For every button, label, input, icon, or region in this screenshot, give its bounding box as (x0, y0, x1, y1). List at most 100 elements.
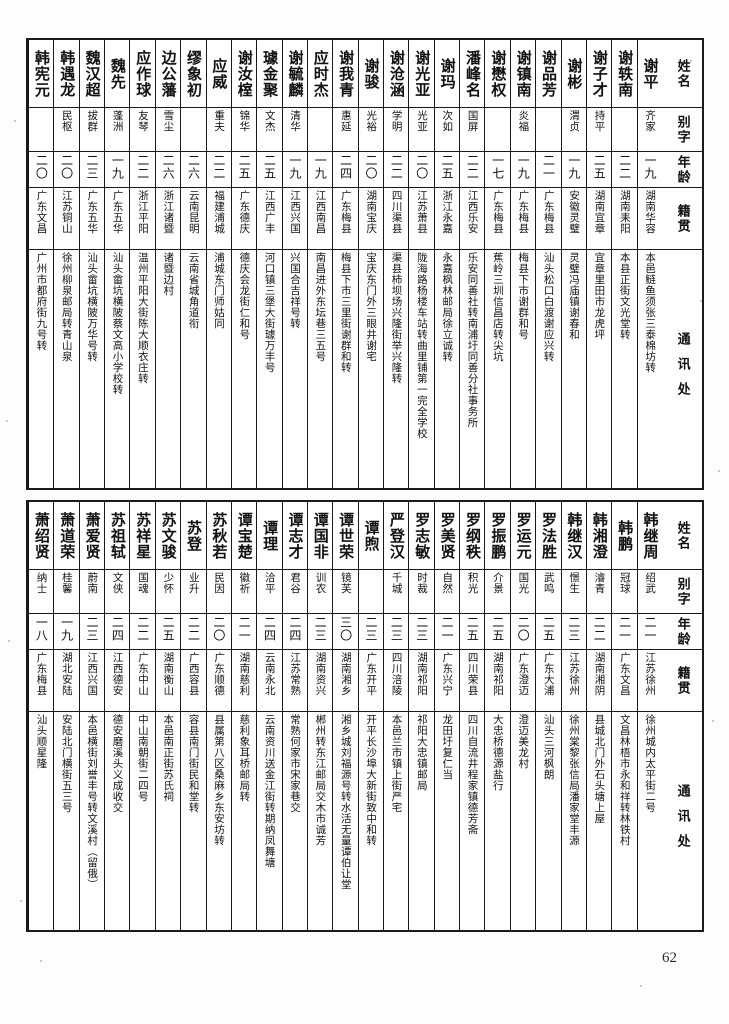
row-header-name-label: 姓名 (674, 521, 690, 551)
entry-name: 谢骏 (362, 58, 381, 90)
entry-address-cell: 汕头畲坑横陂万华号转 (80, 250, 104, 488)
entry-address-cell: 祁阳大忠镇邮局 (409, 712, 433, 930)
entry-address: 本邑兰市镇上街严宅 (390, 714, 403, 813)
entry-age-cell: 三〇 (333, 614, 358, 650)
entry-address: 永嘉枫林邮局徐立诚转 (441, 252, 454, 362)
entry-native-place: 江苏铜山 (60, 190, 73, 234)
entry-native-place-cell: 江西乐安 (460, 188, 485, 250)
entry-address: 德安磨溪头义成收交 (111, 714, 124, 813)
entry-address-cell: 常熟何家市宋家巷交 (283, 712, 307, 930)
entry-age: 一九 (642, 154, 657, 180)
entry-alias-cell: 洽平 (257, 570, 282, 614)
entry-name-cell: 韩湘澄 (586, 502, 612, 570)
row-header-name-label: 姓名 (674, 59, 690, 89)
entry-name-cell: 应威 (206, 40, 231, 108)
entry-age: 二四 (110, 616, 125, 642)
entry-alias-cell: 次如 (434, 108, 460, 152)
roster-entry-column: 边公藩 雪尘 二六 浙江诸暨 诸暨边村 (154, 40, 181, 488)
entry-native-place: 浙江诸暨 (162, 190, 175, 234)
entry-age: 一八 (34, 616, 49, 642)
roster-entry-column: 谢轶南 二二 湖南耒阳 本县正街文光堂转 (611, 40, 637, 488)
roster-entry-column: 罗法胜 武鸣 二五 广东大浦 汕头三河枫朗 (535, 502, 561, 930)
page-number: 62 (662, 950, 677, 966)
entry-native-place: 广东顺德 (213, 652, 226, 696)
entry-native-place: 广东文昌 (35, 190, 48, 234)
entry-native-place: 湖南宜章 (593, 190, 606, 234)
scan-speckle (640, 985, 642, 987)
entry-age: 二二 (465, 154, 480, 180)
entry-native-place-cell: 广东文昌 (612, 650, 637, 712)
entry-alias: 蓬洲 (111, 110, 124, 132)
entry-age-cell: 二三 (79, 614, 105, 650)
scan-speckle (40, 960, 42, 962)
entry-alias-cell: 锦华 (231, 108, 257, 152)
entry-address: 温州平阳大街陈大顺衣庄转 (136, 252, 149, 384)
entry-native-place-cell: 广东梅县 (485, 188, 510, 250)
entry-alias-cell: 自然 (434, 570, 460, 614)
entry-address-cell: 县城北门外石头塘上屋 (587, 712, 611, 930)
entry-native-place: 四川荣县 (466, 652, 479, 696)
entry-native-place: 云南永北 (263, 652, 276, 696)
entry-name-cell: 韩遇龙 (54, 40, 79, 108)
roster-entry-column: 应时杰 一九 江西南昌 南昌进外东坛巷三五号 (306, 40, 333, 488)
roster-entry-column: 罗振鹏 介景 二五 湖南祁阳 大忠桥德源盐行 (484, 502, 510, 930)
entry-age: 二一 (237, 616, 252, 642)
entry-age-cell: 二四 (333, 152, 358, 188)
row-header-name: 姓名 (662, 502, 702, 570)
entry-address: 渠县柿坝场兴隆街举兴隆转 (390, 252, 403, 384)
entry-age-cell: 一九 (54, 614, 79, 650)
entry-native-place-cell: 广东大浦 (536, 650, 561, 712)
entry-age-cell: 二一 (637, 614, 662, 650)
entry-age-cell: 二三 (409, 614, 434, 650)
entry-address: 汕头畲坑横陂万华号转 (86, 252, 99, 362)
entry-name-cell: 潘峰名 (460, 40, 485, 108)
entry-address: 兴国合吉祥号转 (289, 252, 302, 329)
entry-alias-cell (307, 108, 333, 152)
entry-age: 二二 (135, 616, 150, 642)
entry-alias-cell: 时裁 (409, 570, 434, 614)
entry-alias-cell (181, 108, 206, 152)
entry-native-place-cell: 广东五华 (79, 188, 105, 250)
entry-address-cell: 永嘉枫林邮局徐立诚转 (435, 250, 459, 488)
entry-name: 谢轶南 (616, 50, 635, 98)
row-header-native-label: 籍贯 (674, 666, 690, 696)
entry-age-cell: 二五 (257, 152, 282, 188)
entry-name-cell: 罗振鹏 (485, 502, 510, 570)
entry-address: 安陆北门横街五三号 (60, 714, 73, 813)
entry-name: 苏文骏 (159, 512, 178, 560)
roster-entry-column: 萧道荣 桂馨 一九 湖北安陆 安陆北门横街五三号 (53, 502, 79, 930)
entry-native-place: 湖南慈利 (238, 652, 251, 696)
entry-address: 常熟何家市宋家巷交 (289, 714, 302, 813)
row-header-alias-label: 别字 (674, 577, 690, 607)
entry-address-cell: 容县南门街民和堂转 (181, 712, 205, 930)
entry-name: 谢品芳 (540, 50, 559, 98)
entry-age: 三〇 (338, 616, 353, 642)
entry-alias: 时裁 (415, 572, 428, 594)
entry-native-place-cell: 四川荣县 (460, 650, 485, 712)
entry-alias: 光亚 (415, 110, 428, 132)
entry-alias-cell: 千城 (384, 570, 409, 614)
entry-age-cell: 一九 (510, 152, 536, 188)
entry-address: 汕头顺星隆 (35, 714, 48, 769)
entry-alias: 国屏 (466, 110, 479, 132)
entry-age-cell: 二三 (384, 614, 409, 650)
roster-entry-column: 应作球 友琴 二二 浙江平阳 温州平阳大街陈大顺衣庄转 (129, 40, 155, 488)
entry-age-cell: 二五 (155, 614, 181, 650)
entry-native-place: 江西德安 (111, 652, 124, 696)
entry-alias: 蔚南 (86, 572, 99, 594)
entry-address-cell: 德安磨溪头义成收交 (105, 712, 129, 930)
entry-alias-cell: 拔群 (79, 108, 105, 152)
entry-name-cell: 谢彬 (561, 40, 586, 108)
entry-native-place-cell: 江西南昌 (307, 188, 333, 250)
entry-age: 二〇 (34, 154, 49, 180)
entry-name-cell: 罗纲秩 (460, 502, 485, 570)
roster-entry-column: 应威 重夫 二二 福建浦城 浦城东门师姑同 (205, 40, 231, 488)
entry-alias: 冠球 (618, 572, 631, 594)
entry-alias-cell: 雪尘 (155, 108, 181, 152)
row-header-address-label: 通讯处 (674, 784, 690, 859)
entry-alias-cell: 濬青 (586, 570, 612, 614)
roster-entry-column: 韩继周 绍武 二一 江苏徐州 徐州城内太平街二号 (636, 502, 662, 930)
entry-name: 谢汝榁 (235, 50, 254, 98)
entry-native-place-cell: 云南永北 (257, 650, 282, 712)
